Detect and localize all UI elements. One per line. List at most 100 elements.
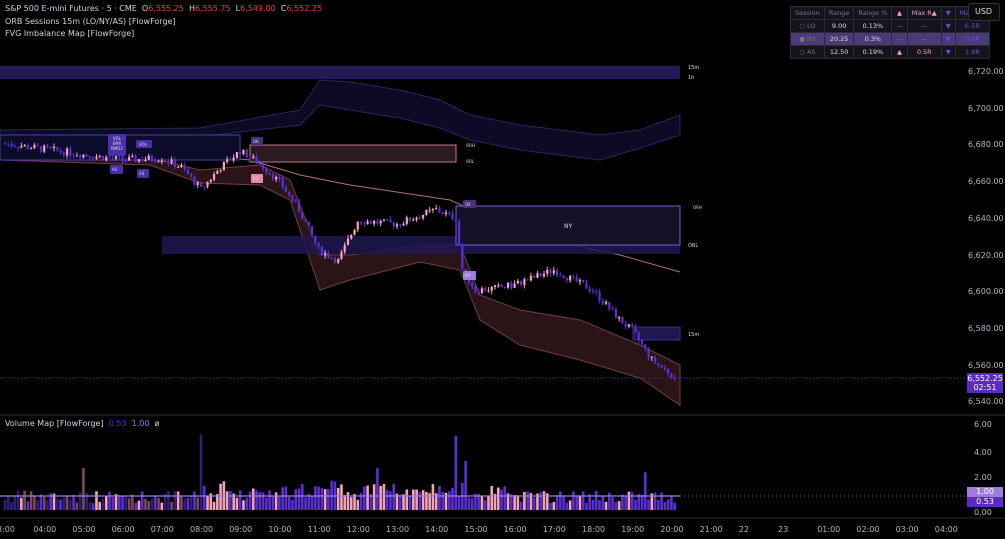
candle bbox=[98, 155, 101, 157]
volume-bar bbox=[457, 495, 461, 510]
volume-bar bbox=[572, 491, 575, 510]
candle bbox=[43, 145, 46, 152]
candle bbox=[16, 146, 20, 148]
session-cell: 0.3% bbox=[853, 32, 893, 46]
volume-bar bbox=[562, 496, 565, 510]
volume-bar bbox=[395, 493, 399, 510]
volume-bar bbox=[343, 495, 347, 510]
candle bbox=[516, 281, 519, 284]
lower-band bbox=[0, 149, 681, 406]
header-cell: Range bbox=[823, 6, 855, 20]
volume-bar bbox=[251, 488, 255, 510]
volume-bar bbox=[261, 492, 265, 510]
candle bbox=[399, 224, 402, 226]
volume-bar bbox=[78, 492, 82, 510]
candle bbox=[405, 217, 408, 224]
indicator-orb[interactable]: ORB Sessions 15m (LO/NY/AS) [FlowForge] bbox=[5, 17, 176, 26]
volume-bar bbox=[673, 502, 676, 510]
time-tick: 04:00 bbox=[33, 525, 57, 534]
currency-button[interactable]: USD bbox=[968, 3, 1000, 21]
candle bbox=[92, 157, 95, 159]
volume-bar bbox=[624, 495, 627, 510]
candle bbox=[529, 275, 533, 281]
marker-ok: OK bbox=[251, 137, 263, 145]
time-tick: 18:00 bbox=[582, 525, 606, 534]
candle bbox=[618, 317, 621, 319]
upper-band bbox=[0, 79, 681, 161]
volume-bar bbox=[503, 486, 507, 510]
volume-bar bbox=[483, 500, 487, 510]
candle bbox=[369, 221, 372, 224]
candle bbox=[667, 368, 670, 374]
volume-bar bbox=[487, 495, 490, 510]
candle bbox=[26, 144, 29, 149]
volume-bar bbox=[229, 490, 232, 510]
symbol-legend[interactable]: S&P 500 E-mini Futures · 5 · CME O6,555.… bbox=[5, 4, 322, 13]
candle bbox=[555, 270, 559, 276]
marker-ny: NY bbox=[463, 271, 476, 280]
volume-bar bbox=[65, 495, 69, 510]
candle bbox=[150, 155, 154, 161]
volume-bar bbox=[428, 493, 431, 510]
time-tick: 09:00 bbox=[229, 525, 253, 534]
volume-bar bbox=[647, 499, 650, 510]
volume-bar bbox=[46, 499, 49, 510]
session-cell: 0.5R bbox=[906, 45, 942, 59]
candle bbox=[637, 332, 640, 341]
volume-bar bbox=[98, 502, 102, 510]
candle bbox=[474, 286, 477, 292]
volume-bar bbox=[581, 491, 585, 510]
candle bbox=[307, 221, 310, 227]
price-tick: 6,660.00 bbox=[968, 177, 1004, 187]
time-tick: 12:00 bbox=[346, 525, 370, 534]
volume-bar bbox=[291, 499, 294, 510]
volume-bar bbox=[634, 499, 637, 510]
indicator-fvg[interactable]: FVG Imbalance Map [FlowForge] bbox=[5, 29, 135, 38]
session-cell: 12.50 bbox=[823, 45, 855, 59]
candle bbox=[350, 234, 353, 239]
volume-bar bbox=[559, 491, 562, 510]
candle bbox=[569, 275, 572, 281]
candle bbox=[275, 176, 278, 180]
candle bbox=[183, 165, 186, 170]
volume-bar bbox=[173, 490, 177, 510]
candle bbox=[366, 221, 369, 225]
volume-bar bbox=[402, 494, 405, 510]
session-cell: 9.00 bbox=[823, 19, 855, 33]
price-tick: 6,600.00 bbox=[968, 287, 1004, 297]
volume-bar bbox=[10, 502, 13, 510]
candle bbox=[10, 143, 13, 146]
volume-avg-tag: 1.00 bbox=[967, 487, 1003, 497]
candle bbox=[506, 282, 510, 288]
candle bbox=[193, 176, 196, 186]
candle bbox=[585, 282, 588, 289]
volume-bar bbox=[366, 485, 369, 510]
volume-bar bbox=[232, 493, 235, 510]
candle bbox=[500, 284, 503, 287]
volume-bar bbox=[26, 501, 30, 510]
candle bbox=[611, 309, 614, 311]
candle bbox=[95, 156, 98, 159]
or-box bbox=[249, 144, 457, 163]
marker-vol-ema: VOL EMA BMD2 bbox=[108, 134, 126, 156]
last-price-value: 6,552.25 bbox=[967, 374, 1003, 383]
candle bbox=[621, 317, 624, 324]
ny-range-box bbox=[455, 205, 681, 246]
time-tick: 03:00 bbox=[895, 525, 919, 534]
volume-bar bbox=[3, 499, 7, 510]
volume-bar bbox=[670, 496, 673, 510]
volume-bar bbox=[385, 489, 389, 510]
session-cell: — bbox=[891, 32, 908, 46]
volume-bar bbox=[447, 491, 451, 510]
volume-legend[interactable]: Volume Map [FlowForge] 0.53 1.00 ø bbox=[5, 419, 159, 428]
candle bbox=[533, 275, 536, 278]
volume-bar bbox=[297, 488, 301, 510]
symbol-title: S&P 500 E-mini Futures · 5 · CME bbox=[5, 4, 137, 13]
volume-bar bbox=[108, 491, 111, 510]
volume-bar bbox=[206, 495, 209, 510]
candle bbox=[575, 276, 578, 282]
session-row: ○ AS 12.50 0.19% ▲ 0.5R ▼ 1.9R bbox=[790, 45, 990, 59]
volume-bar bbox=[307, 493, 311, 510]
